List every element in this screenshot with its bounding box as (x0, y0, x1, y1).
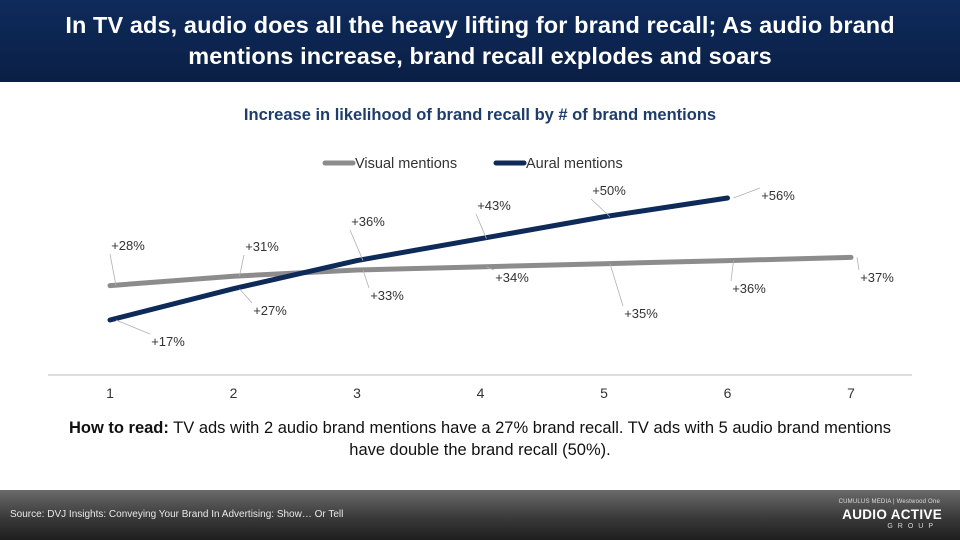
label-leader (475, 213, 487, 239)
x-tick-label: 2 (230, 385, 238, 401)
legend-label: Visual mentions (355, 156, 457, 172)
data-label: +36% (732, 281, 766, 296)
label-leader (109, 253, 117, 286)
label-leader (730, 260, 734, 282)
brand-logo-sub: GROUP (887, 523, 938, 530)
label-leader (856, 257, 860, 271)
source-note: Source: DVJ Insights: Conveying Your Bra… (10, 509, 344, 520)
data-label: +17% (151, 334, 185, 349)
header-banner: In TV ads, audio does all the heavy lift… (0, 0, 960, 82)
partner-logo-text: CUMULUS MEDIA | Westwood One (838, 499, 940, 505)
data-label: +56% (761, 188, 795, 203)
legend-label: Aural mentions (526, 156, 623, 172)
x-tick-label: 3 (353, 385, 361, 401)
x-tick-label: 5 (600, 385, 608, 401)
label-leader (609, 263, 624, 307)
data-label: +33% (370, 288, 404, 303)
data-label: +28% (111, 238, 145, 253)
line-chart: 1 2 3 4 5 6 7 Visual mentions Aural mentions +28%… (48, 156, 912, 401)
series-line (107, 195, 730, 323)
label-leader (115, 319, 151, 335)
how-to-read-text: TV ads with 2 audio brand mentions have … (168, 419, 892, 459)
label-leader (239, 254, 245, 277)
label-leader (486, 266, 495, 271)
x-tick-label: 1 (106, 385, 114, 401)
chart-title: Increase in likelihood of brand recall b… (243, 106, 717, 124)
footer-bar: Source: DVJ Insights: Conveying Your Bra… (0, 490, 960, 540)
data-label: +34% (495, 270, 529, 285)
how-to-read-label: How to read: (68, 419, 169, 437)
data-label: +35% (624, 306, 658, 321)
label-leader (362, 269, 370, 289)
data-label: +27% (253, 303, 287, 318)
data-label: +50% (592, 183, 626, 198)
x-tick-label: 6 (724, 385, 732, 401)
label-leader (590, 198, 611, 218)
data-label: +31% (245, 239, 279, 254)
label-leader (349, 229, 364, 261)
label-leader (239, 288, 253, 304)
data-label: +36% (351, 214, 385, 229)
data-label: +37% (860, 270, 894, 285)
brand-logo: AUDIO ACTIVE (842, 507, 942, 522)
x-tick-label: 4 (477, 385, 485, 401)
x-tick-label: 7 (847, 385, 855, 401)
series-line (107, 254, 854, 289)
page-title: In TV ads, audio does all the heavy lift… (65, 12, 895, 69)
label-leader (733, 187, 761, 199)
data-label: +43% (477, 198, 511, 213)
how-to-read-note: How to read: TV ads with 2 audio brand m… (60, 417, 900, 461)
